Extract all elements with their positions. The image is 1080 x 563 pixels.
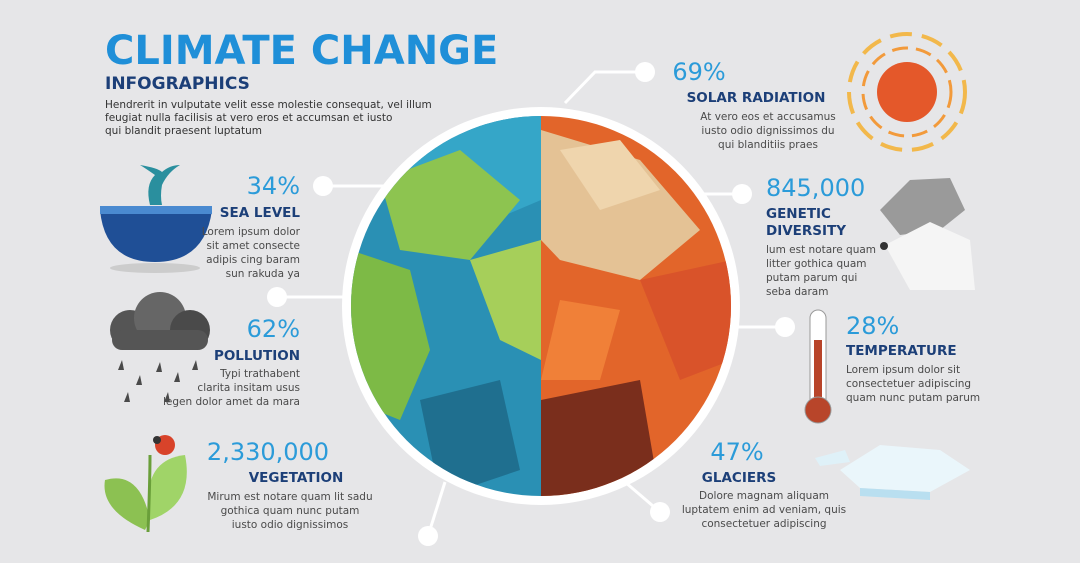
connectors (267, 62, 795, 546)
stat-item: 47% GLACIERS Dolore magnam aliquam luptatem… (682, 438, 846, 530)
stat-value: 62% (247, 315, 300, 343)
subtitle: INFOGRAPHICS (105, 74, 250, 94)
stat-text: Dolore magnam aliquam (699, 490, 829, 502)
intro-line: Hendrerit in vulputate velit esse molest… (105, 99, 432, 111)
cloud-icon (110, 292, 210, 402)
stat-item: 2,330,000 VEGETATION Mirum est notare quam… (207, 438, 373, 531)
stat-value: 47% (710, 438, 763, 466)
stat-value: 34% (247, 172, 300, 200)
title: CLIMATE CHANGE (105, 28, 498, 74)
stat-text: Typi trathabent (219, 368, 300, 380)
stat-text: qui blanditiis praes (718, 139, 818, 151)
stat-text: Mirum est notare quam lit sadu (207, 491, 372, 503)
stat-label: POLLUTION (214, 348, 300, 364)
stat-value: 28% (846, 312, 899, 340)
stat-label: GLACIERS (702, 470, 776, 486)
stat-text: adipis cing baram (206, 254, 300, 266)
thermometer-icon (804, 309, 832, 424)
stat-text: consectetuer adipiscing (701, 518, 826, 530)
intro-line: qui blandit praesent luptatum (105, 125, 262, 137)
stat-text: putam parum qui (766, 272, 857, 284)
stat-text: quam nunc putam parum (846, 392, 980, 404)
stat-label: SOLAR RADIATION (687, 90, 826, 106)
items: 34% SEA LEVEL Lorem ipsum dolor sit amet co… (163, 58, 980, 531)
stat-item: 69% SOLAR RADIATION At vero eos et accusam… (672, 58, 835, 151)
stat-text: sit amet consecte (206, 240, 300, 252)
ice-icon (815, 445, 970, 500)
stat-label: GENETIC (766, 206, 831, 222)
leaf-icon (104, 435, 187, 533)
stat-text: legen dolor amet da mara (163, 396, 300, 408)
stat-label: VEGETATION (249, 470, 344, 486)
stat-text: At vero eos et accusamus (700, 111, 835, 123)
stat-value: 845,000 (766, 174, 865, 202)
stat-value: 2,330,000 (207, 438, 329, 466)
stat-text: sun rakuda ya (226, 268, 300, 280)
bear-icon (880, 178, 975, 290)
stat-value: 69% (672, 58, 725, 86)
stat-text: lum est notare quam (766, 244, 876, 256)
sea-icon (100, 165, 212, 273)
stat-text: Lorem ipsum dolor (202, 226, 301, 238)
stat-text: iusto odio dignissimos (232, 519, 349, 531)
stat-text: luptatem enim ad veniam, quis (682, 504, 846, 516)
stat-item: 34% SEA LEVEL Lorem ipsum dolor sit amet co… (202, 172, 301, 280)
sun-icon (847, 32, 967, 152)
stat-text: clarita insitam usus (197, 382, 300, 394)
stat-text: consectetuer adipiscing (846, 378, 971, 390)
globe (342, 107, 740, 505)
stat-text: gothica quam nunc putam (221, 505, 360, 517)
stat-text: Lorem ipsum dolor sit (846, 364, 960, 376)
stat-item: 62% POLLUTION Typi trathabent clarita insit… (163, 315, 300, 408)
intro-line: feugiat nulla facilisis at vero eros et … (105, 112, 392, 124)
stat-item: 28% TEMPERATURE Lorem ipsum dolor sit conse… (846, 312, 980, 404)
stat-text: iusto odio dignissimos du (701, 125, 834, 137)
stat-label: DIVERSITY (766, 223, 846, 239)
intro-text: Hendrerit in vulputate velit esse molest… (105, 99, 432, 137)
stat-label: SEA LEVEL (220, 205, 301, 221)
stat-text: litter gothica quam (766, 258, 867, 270)
stat-text: seba daram (766, 286, 828, 298)
stat-label: TEMPERATURE (846, 343, 957, 359)
